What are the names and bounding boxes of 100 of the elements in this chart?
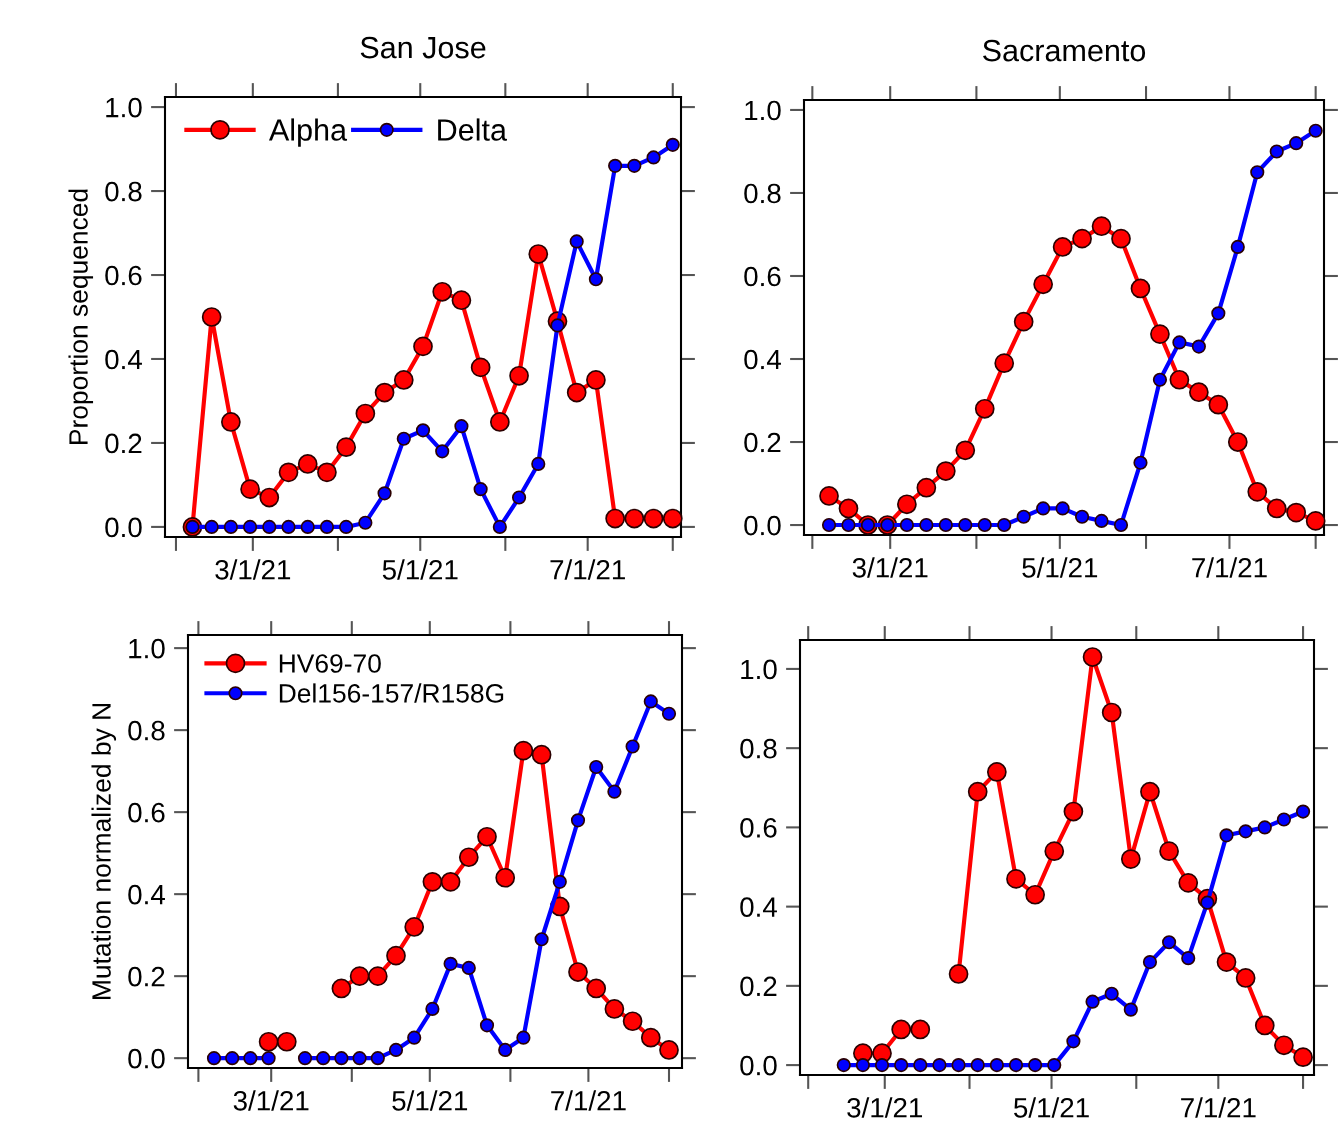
point <box>1227 432 1248 452</box>
point <box>1142 955 1158 970</box>
point <box>1169 369 1190 390</box>
point <box>948 964 969 984</box>
point <box>977 517 992 533</box>
point <box>240 479 260 500</box>
point <box>894 1058 909 1073</box>
x-tick-label: 3/1/21 <box>215 559 291 580</box>
point <box>986 762 1007 782</box>
point <box>624 508 645 529</box>
point <box>1052 237 1073 257</box>
point <box>223 519 238 535</box>
point <box>1044 841 1065 862</box>
y-tick-label: 1.0 <box>129 638 165 659</box>
point <box>432 281 453 302</box>
point <box>1140 781 1160 802</box>
point <box>1152 372 1168 387</box>
point <box>534 932 549 947</box>
point <box>951 1058 966 1073</box>
point <box>1091 216 1112 237</box>
point <box>1276 812 1292 827</box>
point <box>608 158 623 173</box>
point <box>1101 702 1122 723</box>
point <box>989 1058 1004 1073</box>
point <box>1269 144 1284 159</box>
point <box>470 357 491 378</box>
point <box>1150 324 1170 344</box>
point <box>1016 509 1031 524</box>
point <box>589 759 604 775</box>
point <box>259 487 280 508</box>
point <box>935 461 956 481</box>
x-tick-label: 7/1/21 <box>551 1090 626 1111</box>
point <box>377 486 392 501</box>
y-tick-label: 0.6 <box>128 802 165 823</box>
point <box>1238 824 1253 839</box>
point <box>1289 136 1304 151</box>
point <box>821 517 837 533</box>
point <box>352 1051 367 1066</box>
point <box>1006 869 1026 889</box>
y-tick-label: 0.6 <box>740 818 777 838</box>
point <box>334 1051 349 1066</box>
point <box>897 494 917 515</box>
point <box>1066 1034 1081 1049</box>
point <box>1250 165 1265 180</box>
y-tick-label: 0.4 <box>744 349 781 370</box>
point <box>528 244 549 264</box>
y-tick-label: 0.2 <box>744 432 781 453</box>
point <box>970 1058 985 1073</box>
point <box>349 966 370 987</box>
point <box>201 307 222 327</box>
point <box>838 498 859 519</box>
point <box>396 431 411 446</box>
y-tick-label: 0.4 <box>128 884 165 905</box>
x-tick-label: 3/1/21 <box>847 1097 923 1118</box>
point <box>262 519 277 535</box>
point <box>261 1051 276 1066</box>
point <box>317 462 337 483</box>
point <box>1211 306 1226 321</box>
point <box>855 1058 870 1073</box>
point <box>910 1019 931 1040</box>
point <box>531 744 552 765</box>
point <box>451 290 472 311</box>
point <box>1162 935 1177 950</box>
point <box>1305 511 1326 531</box>
point <box>1219 828 1234 843</box>
point <box>316 1051 331 1066</box>
point <box>1085 994 1100 1009</box>
y-tick-label: 0.2 <box>128 966 165 987</box>
point <box>994 353 1015 374</box>
y-tick-label: 0.6 <box>105 265 142 286</box>
y-tick-label: 0.8 <box>740 738 777 759</box>
point <box>297 454 318 474</box>
point <box>997 517 1012 533</box>
y-tick-label: 0.4 <box>105 349 142 370</box>
x-tick-label: 7/1/21 <box>1181 1097 1256 1118</box>
point <box>955 440 976 461</box>
point <box>242 519 258 535</box>
point <box>661 706 677 721</box>
point <box>665 137 680 152</box>
point <box>1111 228 1131 249</box>
chart-title: San Jose <box>360 36 486 59</box>
point <box>913 1058 928 1073</box>
point <box>454 419 469 434</box>
point <box>319 519 335 535</box>
point <box>1082 647 1103 667</box>
point <box>967 781 988 802</box>
x-tick-label: 5/1/21 <box>1022 557 1098 578</box>
point <box>566 382 587 403</box>
point <box>225 1051 240 1066</box>
point <box>221 412 241 432</box>
point <box>570 813 586 828</box>
point <box>1181 951 1196 966</box>
point <box>435 444 450 459</box>
point <box>374 382 395 403</box>
legend-label: HV69-70 <box>279 654 381 673</box>
point <box>358 515 373 530</box>
point <box>331 978 352 999</box>
point <box>388 1042 404 1058</box>
point <box>278 462 299 483</box>
y-tick-label: 0.2 <box>105 433 142 454</box>
